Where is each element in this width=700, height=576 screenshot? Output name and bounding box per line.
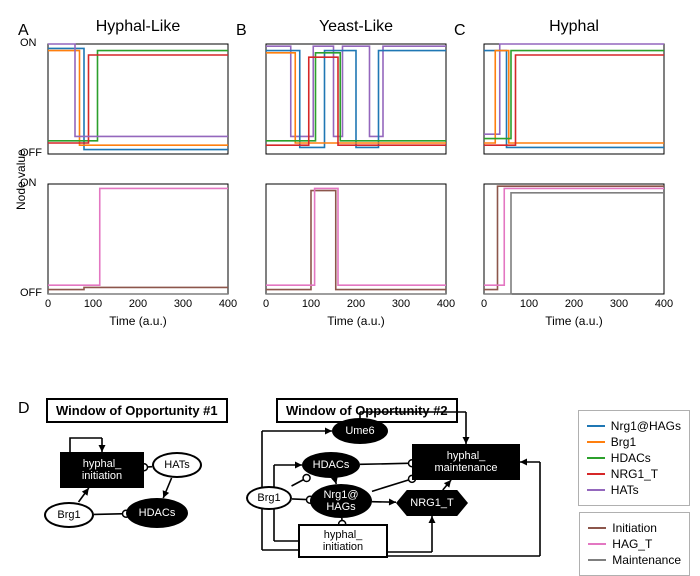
node-Brg1: Brg1 [246,486,292,510]
node-hyphal_initiation: hyphal_initiation [298,524,388,558]
node-NRG1_T: NRG1_T [396,490,468,516]
flowchart-e: Window of Opportunity #2 Ume6HDACshyphal… [0,0,700,576]
node-HDACs: HDACs [302,452,360,478]
node-hyphal_maintenance: hyphal_maintenance [412,444,520,480]
node-Nrg1HAGs: Nrg1@HAGs [310,484,372,518]
node-Ume6: Ume6 [332,418,388,444]
